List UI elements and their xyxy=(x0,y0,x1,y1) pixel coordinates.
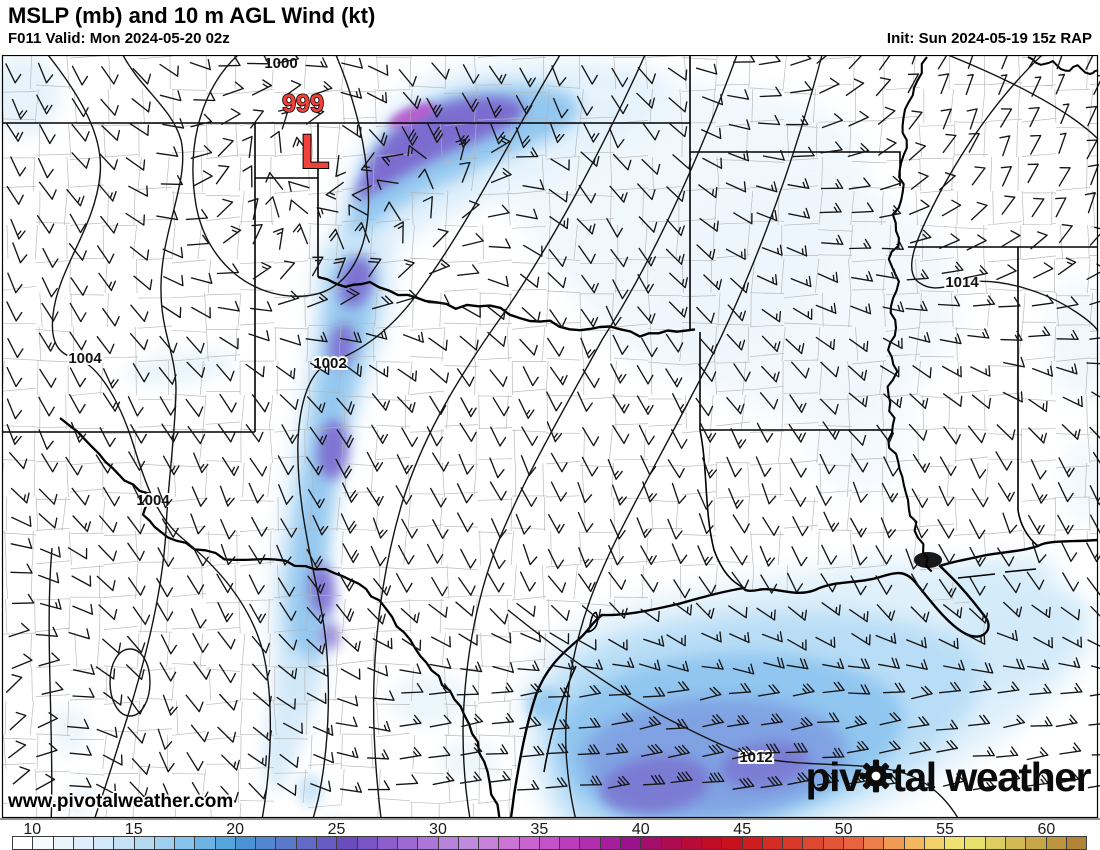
colorbar-cell xyxy=(276,837,297,849)
colorbar-cell xyxy=(864,837,885,849)
init-time-label: Init: Sun 2024-05-19 15z RAP xyxy=(886,30,1092,47)
colorbar-cell xyxy=(1006,837,1027,849)
colorbar-cell xyxy=(94,837,115,849)
colorbar-cell xyxy=(884,837,905,849)
colorbar-cell xyxy=(803,837,824,849)
map-header: MSLP (mb) and 10 m AGL Wind (kt) F011 Va… xyxy=(0,0,1100,47)
colorbar-cell xyxy=(256,837,277,849)
colorbar-cell xyxy=(53,837,74,849)
colorbar-cell xyxy=(904,837,925,849)
colorbar-cell xyxy=(519,837,540,849)
weather-map[interactable]: 1000 1004 1002 1004 1014 1012 999 L www.pivotal… xyxy=(0,55,1100,818)
colorbar-cell xyxy=(235,837,257,849)
colorbar-cell xyxy=(823,837,844,849)
colorbar-cell xyxy=(458,837,480,849)
watermark: www.pivotalweather.com xyxy=(8,791,234,812)
colorbar-cell xyxy=(418,837,439,849)
pivotal-weather-logo: piv tal weather xyxy=(805,754,1092,800)
colorbar-cell xyxy=(499,837,520,849)
colorbar-cell xyxy=(114,837,135,849)
coastline xyxy=(509,538,1099,818)
colorbar-cell xyxy=(337,837,358,849)
colorbar-cell xyxy=(539,837,561,849)
colorbar-cell xyxy=(398,837,419,849)
colorbar-cell xyxy=(985,837,1007,849)
colorbar-cell xyxy=(13,837,34,849)
wind-barbs xyxy=(5,55,1100,804)
colorbar-tick-label: 45 xyxy=(733,821,752,838)
colorbar-cell xyxy=(438,837,459,849)
isobar-lines xyxy=(47,55,1099,818)
colorbar-tick-label: 30 xyxy=(429,821,447,838)
wind-speed-colorbar: 10 15 20 25 30 35 40 45 50 55 60 xyxy=(0,818,1100,850)
valid-time-label: F011 Valid: Mon 2024-05-20 02z xyxy=(8,30,230,47)
colorbar-cell xyxy=(296,837,317,849)
colorbar-cell xyxy=(73,837,95,849)
colorbar-cells xyxy=(12,836,1087,850)
svg-text:1000: 1000 xyxy=(264,55,297,72)
colorbar-tick-label: 60 xyxy=(1037,821,1056,838)
colorbar-cell xyxy=(843,837,865,849)
colorbar-cell xyxy=(580,837,601,849)
svg-text:1002: 1002 xyxy=(313,355,346,372)
colorbar-cell xyxy=(357,837,378,849)
colorbar-cell xyxy=(742,837,763,849)
colorbar-cell xyxy=(965,837,986,849)
colorbar-cell xyxy=(762,837,784,849)
colorbar-cell xyxy=(1066,837,1087,849)
colorbar-tick-label: 35 xyxy=(530,821,549,838)
colorbar-cell xyxy=(783,837,804,849)
colorbar-cell xyxy=(1026,837,1047,849)
colorbar-tick-label: 10 xyxy=(23,821,42,838)
colorbar-tick-label: 15 xyxy=(124,821,143,838)
colorbar-cell xyxy=(924,837,946,849)
svg-text:1004: 1004 xyxy=(68,350,102,367)
colorbar-cell xyxy=(134,837,155,849)
colorbar-cell xyxy=(620,837,642,849)
gear-icon xyxy=(859,759,893,793)
colorbar-cell xyxy=(945,837,966,849)
svg-text:L: L xyxy=(300,126,329,179)
colorbar-cell xyxy=(641,837,662,849)
colorbar-cell xyxy=(215,837,236,849)
colorbar-cell xyxy=(681,837,703,849)
svg-text:999: 999 xyxy=(282,90,324,118)
colorbar-tick-label: 50 xyxy=(834,821,853,838)
colorbar-tick-label: 40 xyxy=(631,821,650,838)
colorbar-cell xyxy=(702,837,723,849)
colorbar-cell xyxy=(560,837,581,849)
wind-speed-shading xyxy=(0,55,1100,818)
svg-text:1014: 1014 xyxy=(945,274,979,291)
colorbar-cell xyxy=(195,837,216,849)
colorbar-cell xyxy=(661,837,682,849)
colorbar-tick-label: 25 xyxy=(327,821,346,838)
colorbar-tick-label: 55 xyxy=(936,821,954,838)
colorbar-cell xyxy=(377,837,399,849)
low-pressure-marker: 999 L xyxy=(281,89,330,180)
colorbar-cell xyxy=(175,837,196,849)
colorbar-cell xyxy=(1046,837,1067,849)
colorbar-tick-label: 20 xyxy=(226,821,245,838)
colorbar-ticks: 10 15 20 25 30 35 40 45 50 55 60 xyxy=(12,821,1087,838)
colorbar-cell xyxy=(33,837,54,849)
svg-text:1012: 1012 xyxy=(739,749,772,766)
colorbar-cell xyxy=(316,837,338,849)
page-title: MSLP (mb) and 10 m AGL Wind (kt) xyxy=(8,3,376,28)
colorbar-cell xyxy=(600,837,621,849)
colorbar-cell xyxy=(722,837,743,849)
colorbar-cell xyxy=(154,837,176,849)
colorbar-cell xyxy=(479,837,500,849)
